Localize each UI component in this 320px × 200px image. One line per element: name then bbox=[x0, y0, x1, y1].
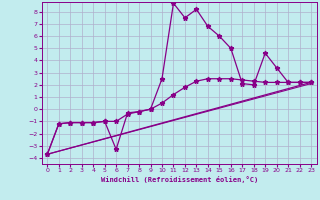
X-axis label: Windchill (Refroidissement éolien,°C): Windchill (Refroidissement éolien,°C) bbox=[100, 176, 258, 183]
